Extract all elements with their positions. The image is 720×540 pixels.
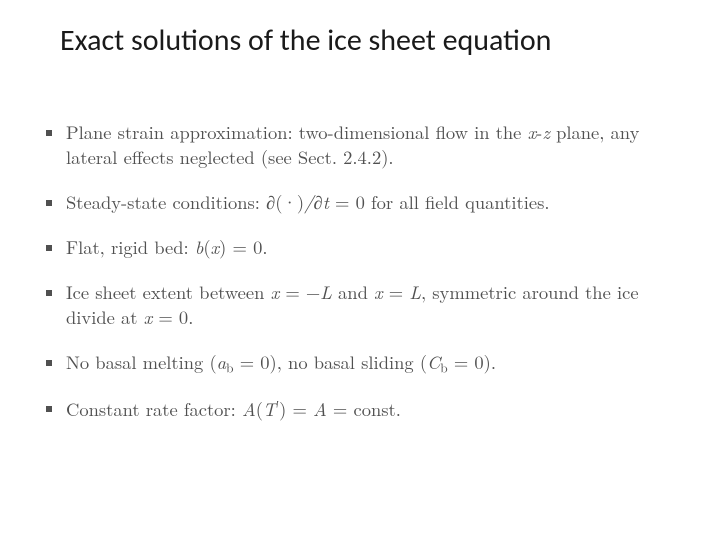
text: . (188, 304, 193, 330)
math-sub: b (226, 357, 233, 376)
text: Flat, rigid bed: (66, 234, 195, 260)
math-num: 0 (260, 349, 269, 375)
math-var: T (263, 396, 276, 422)
math-num: 0 (253, 234, 262, 260)
bullet-icon (46, 360, 52, 366)
text: for all field quantities. (365, 189, 550, 215)
bullet-icon (46, 406, 52, 412)
list-item: Constant rate factor: A(T′) = A = const. (40, 396, 690, 422)
text: , no basal sliding (277, 349, 420, 375)
math-num: 0 (474, 349, 483, 375)
math-op: ( (420, 349, 427, 375)
math-var: A (313, 396, 327, 422)
text: . (396, 396, 401, 422)
text: and (332, 279, 374, 305)
bullet-icon (46, 245, 52, 251)
math-op: / (304, 189, 313, 215)
math-num: 0 (356, 189, 365, 215)
text: 2.4.2 (343, 144, 381, 170)
text: No basal melting (66, 349, 209, 375)
math-eq: = (234, 349, 261, 375)
math-op: ( (256, 396, 263, 422)
bullet-list: Plane strain approximation: two-dimensio… (40, 120, 690, 442)
list-item-text: Constant rate factor: A(T′) = A = const. (66, 396, 690, 422)
math-op: ( (203, 234, 210, 260)
math-eq: = (152, 304, 179, 330)
text: Ice sheet extent between (66, 279, 271, 305)
list-item-text: No basal melting (ab = 0), no basal slid… (66, 350, 690, 376)
math-var: C (427, 349, 440, 375)
list-item-text: Ice sheet extent between x = −L and x = … (66, 280, 690, 330)
math-eq: = (327, 396, 354, 422)
text: Steady-state conditions: (66, 189, 266, 215)
math-op: − (306, 279, 320, 305)
list-item: No basal melting (ab = 0), no basal slid… (40, 350, 690, 376)
math-const: const (353, 396, 395, 422)
text: Constant rate factor: (66, 396, 242, 422)
math-var: A (242, 396, 256, 422)
math-var: x (271, 279, 280, 305)
text: ). (381, 144, 393, 170)
math-op: ) (484, 349, 491, 375)
math-sub: b (440, 357, 447, 376)
math-num: 0 (179, 304, 188, 330)
math-var: x (374, 279, 383, 305)
math-var: a (217, 349, 226, 375)
math-var: x (144, 304, 153, 330)
math-eq: = (448, 349, 475, 375)
list-item: Flat, rigid bed: b(x) = 0. (40, 235, 690, 260)
math-op: ∂ (266, 189, 275, 215)
math-op: ∂ (314, 189, 323, 215)
math-op: (·) (275, 189, 304, 215)
bullet-icon (46, 290, 52, 296)
bullet-icon (46, 130, 52, 136)
math-eq: = (383, 279, 410, 305)
slide-container: Exact solutions of the ice sheet equatio… (0, 0, 720, 540)
math-var: z (542, 119, 550, 145)
math-var: L (409, 279, 421, 305)
text: Plane strain approximation: two-dimensio… (66, 119, 528, 145)
list-item-text: Plane strain approximation: two-dimensio… (66, 120, 690, 170)
math-var: x (211, 234, 220, 260)
math-eq: = (286, 396, 313, 422)
math-eq: = (279, 279, 306, 305)
math-op: ) (270, 349, 277, 375)
list-item: Ice sheet extent between x = −L and x = … (40, 280, 690, 330)
math-var: x (528, 119, 537, 145)
math-eq: = (329, 189, 356, 215)
bullet-icon (46, 200, 52, 206)
list-item-text: Steady-state conditions: ∂(·)/∂t = 0 for… (66, 190, 690, 215)
list-item: Steady-state conditions: ∂(·)/∂t = 0 for… (40, 190, 690, 215)
math-eq: = (226, 234, 253, 260)
math-op: ( (209, 349, 216, 375)
math-var: L (320, 279, 332, 305)
list-item-text: Flat, rigid bed: b(x) = 0. (66, 235, 690, 260)
text: . (491, 349, 496, 375)
slide-title: Exact solutions of the ice sheet equatio… (60, 22, 680, 59)
list-item: Plane strain approximation: two-dimensio… (40, 120, 690, 170)
text: . (262, 234, 267, 260)
